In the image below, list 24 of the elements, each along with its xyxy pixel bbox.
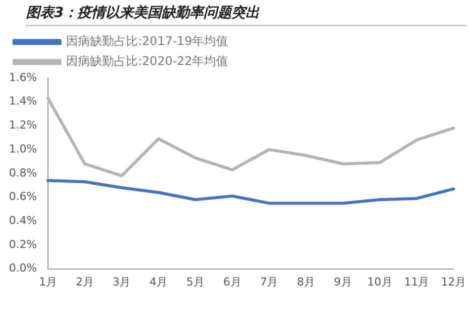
x-tick-label: 3月 [112, 275, 131, 288]
chart-title: 图表3：疫情以来美国缺勤率问题突出 [26, 4, 466, 26]
x-tick-label: 11月 [404, 275, 430, 288]
y-tick-label: 1.4% [8, 94, 37, 108]
y-tick-label: 0.8% [8, 166, 37, 180]
x-tick-label: 9月 [334, 275, 352, 288]
legend-label: 因病缺勤占比:2017-19年均值 [66, 34, 228, 48]
x-tick-label: 7月 [260, 275, 278, 288]
y-tick-label: 1.0% [8, 142, 37, 156]
x-tick-label: 8月 [297, 275, 316, 288]
x-tick-label: 12月 [441, 275, 466, 288]
x-tick-label: 5月 [186, 275, 204, 288]
x-tick-label: 1月 [38, 275, 57, 288]
y-tick-label: 0.6% [8, 190, 37, 204]
x-tick-label: 10月 [367, 275, 392, 288]
y-tick-label: 0.4% [8, 214, 37, 227]
legend-label: 因病缺勤占比:2020-22年均值 [66, 54, 228, 68]
y-tick-label: 0.0% [8, 262, 37, 275]
x-tick-label: 6月 [223, 275, 242, 288]
y-tick-label: 0.2% [8, 238, 37, 251]
x-tick-label: 4月 [150, 275, 168, 288]
y-tick-label: 1.2% [8, 118, 37, 132]
x-tick-label: 2月 [76, 275, 94, 288]
y-tick-label: 1.6% [8, 70, 37, 84]
